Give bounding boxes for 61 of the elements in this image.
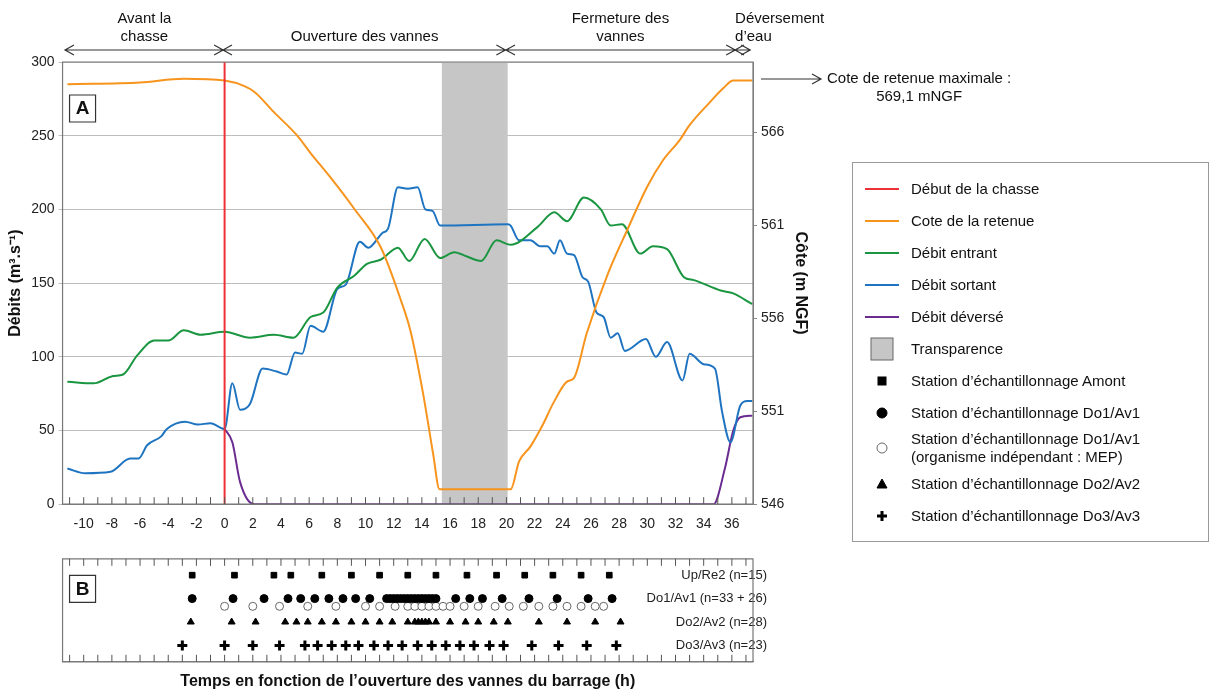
x-tick-label: 14 [414,515,430,532]
x-tick-label: 0 [220,515,229,532]
x-tick-label: 32 [667,515,684,532]
y2-tick-label: 551 [761,402,785,419]
y-tick-label: 300 [31,52,55,69]
x-tick-label: -10 [73,515,95,532]
x-axis-title: Temps en fonction de l’ouverture des vannes du barrage (h) [180,671,636,689]
annotation: B [75,577,90,599]
x-tick-label: 28 [611,515,628,532]
legend-label: Début de la chasse [911,179,1040,198]
y-tick-label: 100 [31,347,55,364]
legend-label: Station d’échantillonnage Do1/Av1 [911,403,1141,422]
annotation: A [75,97,90,119]
legend-label: Cote de la retenue [911,211,1035,230]
x-tick-label: 12 [385,515,402,532]
x-tick-label: 8 [333,515,342,532]
x-tick-label: 34 [695,515,712,532]
y2-axis-title: Côte (m NGF) [792,231,810,335]
y2-tick-label: 546 [761,495,785,512]
y-tick-label: 50 [38,421,55,438]
y-tick-label: Do2/Av2 (n=28) [675,613,767,629]
legend-label: Station d’échantillonnage Do3/Av3 [911,506,1141,525]
y2-tick-label: 556 [761,309,785,326]
text: Avant la chasse [116,9,173,45]
x-tick-label: -8 [105,515,119,532]
x-tick-label: 2 [248,515,257,532]
x-tick-label: -2 [190,515,203,532]
legend-label: Débit sortant [911,275,997,294]
x-tick-label: 30 [639,515,656,532]
x-tick-label: 24 [554,515,571,532]
text: Cote de retenue maximale : 569,1 mNGF [827,69,1012,105]
y-tick-label: 0 [46,495,55,512]
y-tick-label: 150 [31,273,55,290]
y2-tick-label: 561 [761,216,785,233]
x-tick-label: 16 [442,515,459,532]
legend-label: Débit déversé [911,307,1004,326]
legend-label: Station d’échantillonnage Do1/Av1 (organisme indépendant : MEP) [911,430,1142,466]
y-tick-label: Up/Re2 (n=15) [681,566,767,582]
y-tick-label: 250 [31,126,55,143]
text: Fermeture des vannes [570,9,671,45]
x-tick-label: 26 [583,515,599,532]
legend-label: Transparence [911,339,1003,358]
x-tick-label: 10 [357,515,374,532]
text: Déversement d’eau [735,9,825,45]
text: Ouverture des vannes [289,27,440,45]
x-tick-label: 6 [305,515,314,532]
y-tick-label: Do3/Av3 (n=23) [675,636,767,652]
x-tick-label: 4 [277,515,286,532]
y-tick-label: Do1/Av1 (n=33 + 26) [646,590,767,606]
legend-label: Débit entrant [911,243,997,262]
y-tick-label: 200 [31,200,55,217]
x-tick-label: 18 [470,515,487,532]
x-tick-label: -4 [162,515,175,532]
x-tick-label: 22 [526,515,543,532]
x-tick-label: -6 [133,515,147,532]
legend-label: Station d’échantillonnage Do2/Av2 [911,474,1141,493]
y2-tick-label: 566 [761,123,785,140]
legend-label: Station d’échantillonnage Amont [911,371,1126,390]
x-tick-label: 36 [724,515,740,532]
x-tick-label: 20 [498,515,515,532]
y-axis-title: Débits (m³.s⁻¹) [6,229,24,337]
